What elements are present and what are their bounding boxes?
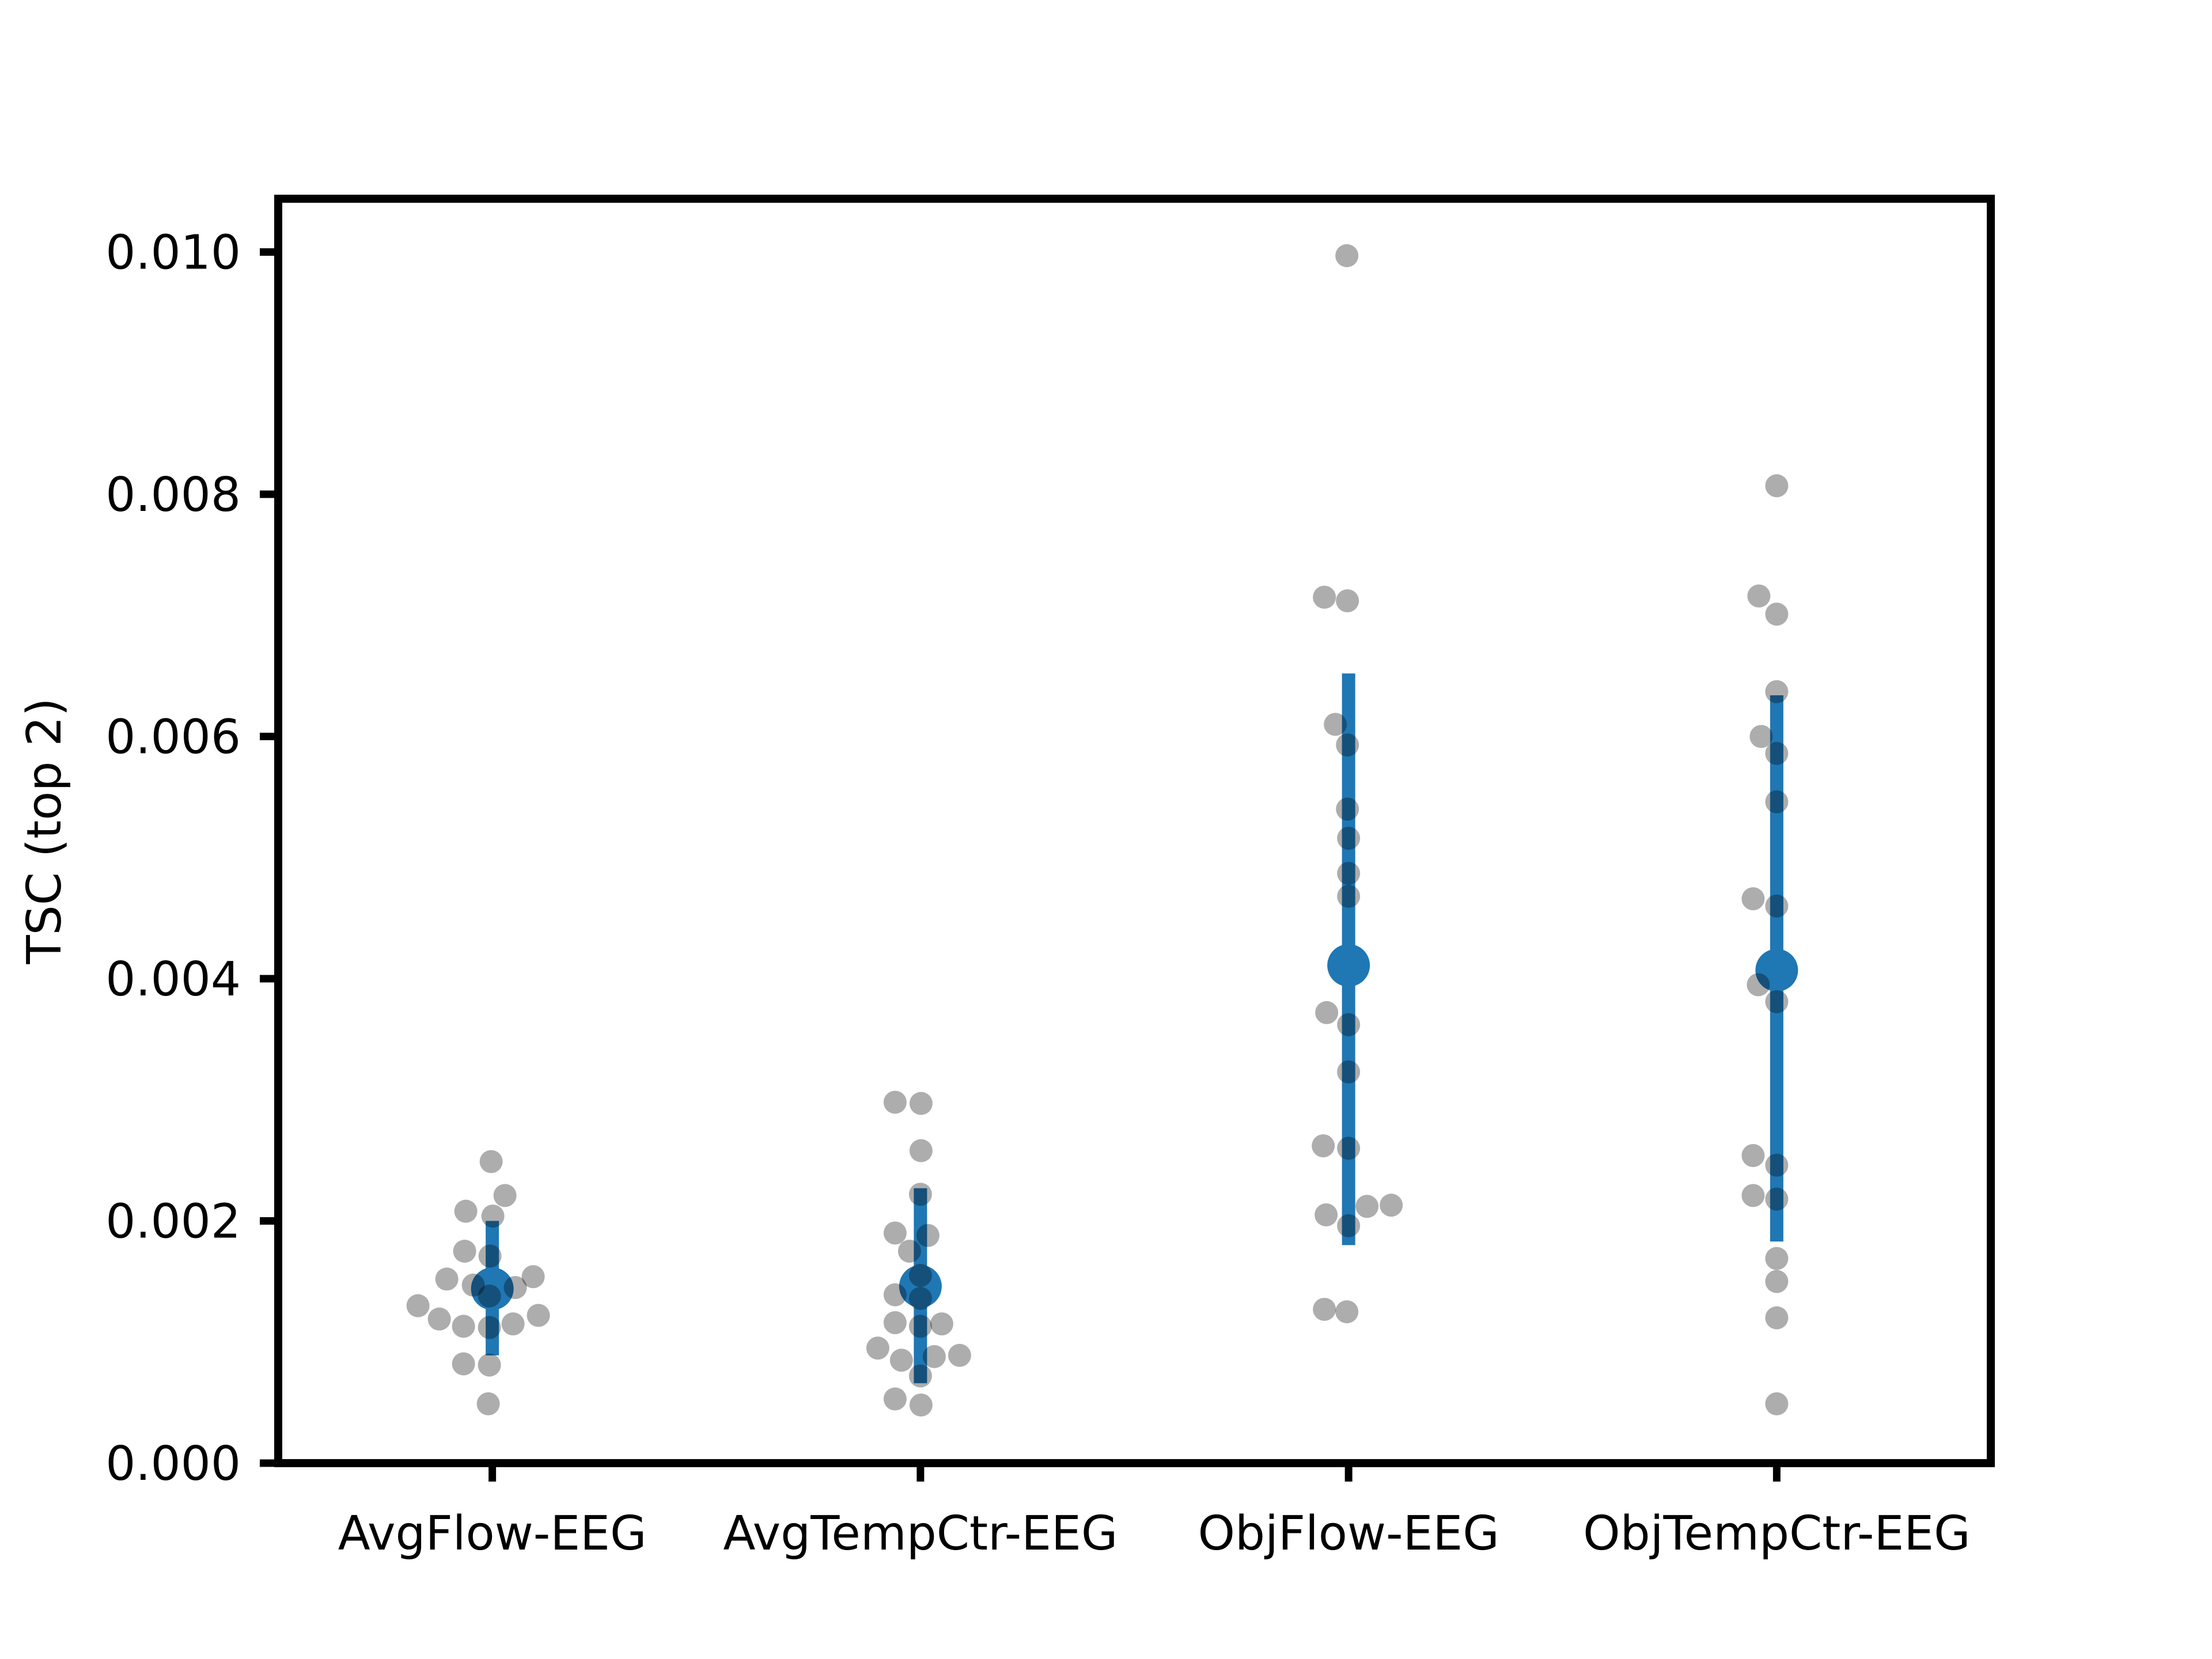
data-point — [476, 1392, 500, 1415]
data-point — [883, 1221, 907, 1245]
data-point — [1312, 1134, 1335, 1158]
data-point — [452, 1352, 475, 1376]
data-point — [1380, 1194, 1403, 1217]
data-point — [922, 1344, 946, 1368]
data-point — [435, 1267, 459, 1291]
x-tick-label: ObjTempCtr-EEG — [1583, 1506, 1971, 1561]
data-point — [1765, 1153, 1789, 1177]
data-point — [1765, 894, 1789, 918]
x-tick-label: AvgTempCtr-EEG — [723, 1506, 1118, 1561]
data-point — [481, 1205, 505, 1228]
data-point — [889, 1349, 913, 1372]
data-point — [1747, 584, 1771, 608]
data-point — [1765, 1247, 1789, 1270]
data-point — [1315, 1203, 1338, 1226]
data-point — [948, 1343, 971, 1367]
data-point — [1337, 885, 1361, 908]
data-point — [1337, 1214, 1361, 1237]
data-point — [1765, 603, 1789, 626]
plot-frame — [274, 195, 1995, 1467]
data-point — [1741, 1143, 1765, 1167]
data-point — [1765, 1187, 1789, 1211]
data-point — [1336, 589, 1359, 613]
data-point — [478, 1244, 502, 1268]
data-point — [866, 1336, 889, 1360]
data-point — [1765, 1270, 1789, 1293]
data-point — [1765, 790, 1789, 814]
data-point — [479, 1150, 503, 1173]
data-point — [908, 1264, 932, 1287]
data-point — [909, 1393, 933, 1417]
data-point — [1765, 741, 1789, 765]
data-point — [454, 1199, 478, 1223]
data-point — [501, 1312, 525, 1336]
mean-marker — [899, 1265, 942, 1308]
data-point — [908, 1315, 932, 1338]
data-point — [427, 1307, 451, 1331]
y-tick-label: 0.008 — [105, 468, 241, 522]
data-point — [478, 1353, 501, 1377]
y-axis-label: TSC (top 2) — [17, 698, 72, 964]
data-point — [1324, 713, 1347, 736]
data-point — [1315, 1001, 1339, 1024]
data-point — [909, 1139, 933, 1162]
mean-marker — [1755, 949, 1798, 992]
y-tick-label: 0.006 — [105, 710, 241, 765]
y-tick-label: 0.010 — [105, 226, 241, 281]
data-point — [1335, 244, 1359, 267]
y-tick-label: 0.000 — [105, 1437, 241, 1491]
data-point — [1313, 585, 1336, 609]
data-point — [883, 1283, 907, 1306]
data-point — [493, 1184, 517, 1207]
x-tick-label: ObjFlow-EEG — [1198, 1506, 1499, 1561]
data-point — [452, 1315, 475, 1338]
data-point — [908, 1364, 932, 1388]
data-point — [1337, 862, 1361, 885]
data-point — [1765, 474, 1789, 498]
data-point — [1336, 797, 1359, 821]
data-point — [1313, 1297, 1336, 1321]
data-point — [478, 1284, 501, 1308]
data-point — [883, 1090, 907, 1114]
y-tick-label: 0.002 — [105, 1195, 241, 1249]
data-point — [1336, 733, 1359, 757]
data-point — [521, 1265, 545, 1289]
data-point — [1741, 1184, 1765, 1207]
data-point — [909, 1092, 933, 1115]
data-point — [1335, 1300, 1359, 1324]
data-point — [1749, 725, 1773, 748]
data-point — [1337, 1137, 1361, 1160]
data-point — [1765, 1306, 1789, 1330]
data-point — [1741, 887, 1765, 911]
data-point — [908, 1183, 932, 1206]
data-point — [930, 1312, 953, 1336]
data-point — [883, 1311, 907, 1335]
data-point — [503, 1276, 527, 1300]
data-point — [527, 1304, 550, 1327]
data-point — [908, 1287, 932, 1310]
data-point — [1355, 1195, 1379, 1218]
data-point — [1337, 827, 1361, 850]
data-point — [1765, 990, 1789, 1013]
data-point — [883, 1387, 907, 1411]
data-point — [897, 1240, 921, 1263]
data-point — [1765, 680, 1789, 703]
data-point — [916, 1224, 940, 1247]
y-tick-label: 0.004 — [105, 952, 241, 1007]
x-tick-label: AvgFlow-EEG — [338, 1506, 647, 1561]
mean-marker — [1327, 944, 1370, 987]
data-point — [478, 1316, 501, 1339]
data-point — [1337, 1013, 1361, 1036]
data-point — [1765, 1392, 1789, 1415]
data-point — [1747, 973, 1770, 997]
data-point — [1337, 1060, 1361, 1084]
data-point — [453, 1240, 476, 1263]
mean-marker — [471, 1267, 514, 1310]
data-point — [461, 1273, 485, 1297]
data-point — [406, 1294, 430, 1317]
